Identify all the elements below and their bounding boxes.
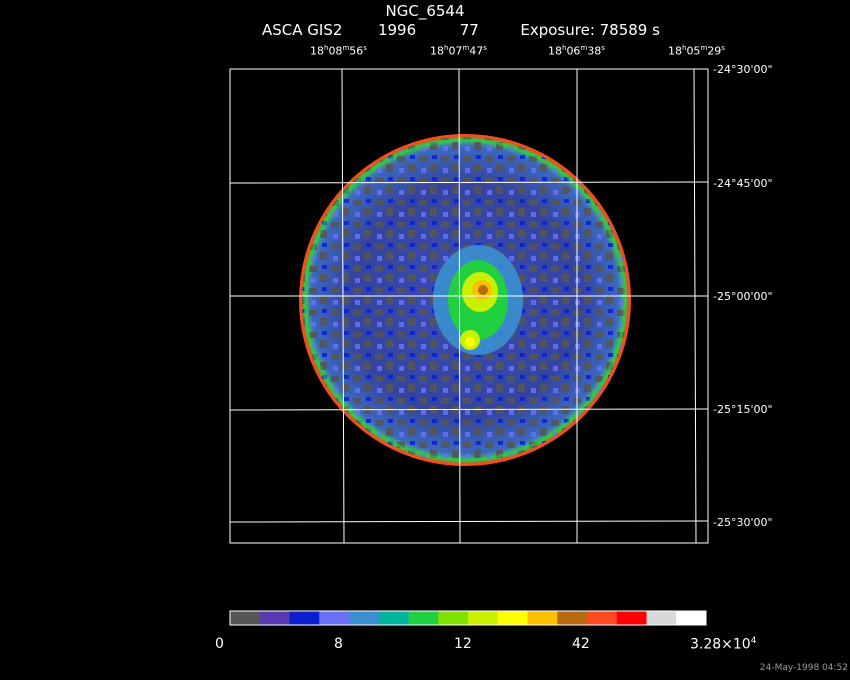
observation-info: ASCA GIS2 1996 77 Exposure: 78589 s bbox=[262, 21, 660, 39]
colorbar-swatch bbox=[468, 611, 499, 625]
colorbar-swatch bbox=[587, 611, 618, 625]
colorbar-swatch bbox=[616, 611, 647, 625]
colorbar-swatch bbox=[676, 611, 707, 625]
colorbar-swatch bbox=[497, 611, 528, 625]
colorbar-swatch bbox=[259, 611, 290, 625]
ra-tick-label: 18h05m29s bbox=[668, 44, 725, 58]
colorbar-swatch bbox=[408, 611, 439, 625]
colorbar-swatch bbox=[646, 611, 677, 625]
ra-tick-label: 18h07m47s bbox=[430, 44, 487, 58]
dec-tick-label: -24°45'00" bbox=[713, 177, 773, 190]
colorbar-max-label: 3.28×104 bbox=[690, 636, 757, 653]
dec-tick-label: -25°30'00" bbox=[713, 516, 773, 529]
number-label: 77 bbox=[459, 21, 479, 39]
exposure-label: Exposure: 78589 s bbox=[520, 21, 660, 39]
date-stamp: 24-May-1998 04:52 bbox=[759, 663, 848, 673]
colorbar-swatch bbox=[378, 611, 409, 625]
coordinate-grid bbox=[229, 68, 709, 544]
colorbar-label: 12 bbox=[454, 636, 472, 652]
colorbar-swatch bbox=[349, 611, 380, 625]
colorbar-swatch bbox=[319, 611, 350, 625]
colorbar bbox=[230, 611, 707, 625]
image-title: NGC_6544 bbox=[385, 2, 465, 20]
colorbar-swatch bbox=[438, 611, 469, 625]
dec-tick-label: -25°15'00" bbox=[713, 403, 773, 416]
colorbar-label: 0 bbox=[215, 636, 224, 652]
colorbar-swatch bbox=[230, 611, 261, 625]
colorbar-label: 8 bbox=[334, 636, 343, 652]
ra-tick-label: 18h06m38s bbox=[548, 44, 605, 58]
colorbar-swatch bbox=[527, 611, 558, 625]
plot-frame bbox=[229, 68, 709, 544]
instrument-label: ASCA GIS2 bbox=[262, 21, 343, 39]
colorbar-swatch bbox=[557, 611, 588, 625]
ra-tick-label: 18h08m56s bbox=[310, 44, 367, 58]
dec-tick-label: -24°30'00" bbox=[713, 63, 773, 76]
colorbar-label: 42 bbox=[572, 636, 590, 652]
year-label: 1996 bbox=[377, 21, 417, 39]
colorbar-swatch bbox=[289, 611, 320, 625]
dec-tick-label: -25°00'00" bbox=[713, 290, 773, 303]
